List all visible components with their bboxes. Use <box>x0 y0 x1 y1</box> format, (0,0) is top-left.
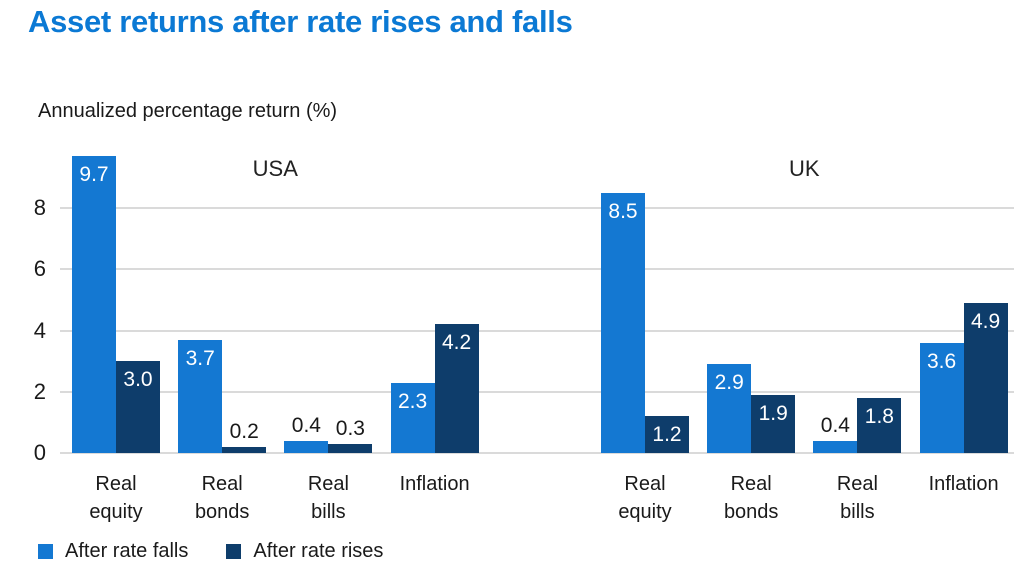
legend-label-after-rate-falls: After rate falls <box>65 540 189 562</box>
bar-value-label: 9.7 <box>79 163 109 186</box>
bar-value-label: 3.0 <box>123 368 153 391</box>
bar-after-rate-falls <box>284 441 329 453</box>
bar-after-rate-falls <box>178 340 223 453</box>
bar-value-label: 4.2 <box>441 331 472 354</box>
category-label-line: Real <box>730 473 772 495</box>
legend-swatch-after-rate-rises-icon <box>226 544 242 559</box>
category-label-line: Real <box>836 473 878 495</box>
y-tick-label: 4 <box>33 318 46 343</box>
panel-title-uk: UK <box>789 156 820 181</box>
bar-after-rate-rises <box>434 324 479 453</box>
legend-item-after-rate-falls: After rate falls <box>38 540 188 563</box>
bar-value-label: 3.7 <box>185 347 215 370</box>
category-label: Real bills <box>273 470 383 526</box>
bar-value-label: 3.6 <box>926 350 957 373</box>
category-label-line: Inflation <box>928 473 999 495</box>
category-label-line: bills <box>311 501 346 523</box>
bar-after-rate-rises <box>328 444 373 453</box>
page-title: Asset returns after rate rises and falls <box>28 4 573 39</box>
category-label-line: bonds <box>194 501 250 523</box>
bar-after-rate-rises <box>857 398 902 453</box>
bar-after-rate-rises <box>222 447 267 453</box>
category-label-line: equity <box>618 501 672 523</box>
y-tick-label: 2 <box>33 379 46 404</box>
legend-item-after-rate-rises: After rate rises <box>226 540 383 563</box>
category-label-line: bills <box>840 501 875 523</box>
bar-after-rate-falls <box>72 156 116 453</box>
bar-value-label: 1.9 <box>758 402 788 425</box>
bar-value-label: 2.3 <box>397 390 428 413</box>
bar-value-label: 8.5 <box>608 200 638 223</box>
axis-unit-label: Annualized percentage return (%) <box>38 100 338 122</box>
bar-value-label: 0.3 <box>335 417 365 440</box>
legend-swatch-after-rate-falls-icon <box>38 544 53 559</box>
bar-after-rate-falls <box>813 441 858 453</box>
bar-after-rate-rises <box>751 395 796 453</box>
gridline <box>60 391 1014 393</box>
y-tick-label: 6 <box>33 256 46 281</box>
bar-after-rate-falls <box>919 343 964 453</box>
category-label: Real bonds <box>696 470 806 526</box>
bar-after-rate-falls <box>601 193 645 453</box>
bar-value-label: 4.9 <box>970 310 1001 333</box>
y-tick-label: 8 <box>33 195 46 220</box>
bar-after-rate-rises <box>645 416 689 453</box>
category-label-line: equity <box>89 501 143 523</box>
category-label: Real bonds <box>167 470 277 526</box>
y-tick-label: 0 <box>33 440 46 465</box>
category-label-line: Real <box>624 473 666 495</box>
category-label: Real bills <box>802 470 912 526</box>
bar-after-rate-falls <box>707 364 752 453</box>
category-label-line: Real <box>201 473 243 495</box>
bar-after-rate-falls <box>390 383 435 453</box>
bar-after-rate-rises <box>963 303 1008 453</box>
legend-label-after-rate-rises: After rate rises <box>253 540 384 562</box>
bar-value-label: 0.4 <box>820 414 850 437</box>
gridline <box>60 268 1014 270</box>
bar-value-label: 2.9 <box>714 371 744 394</box>
category-label-line: bonds <box>723 501 779 523</box>
bar-value-label: 1.2 <box>652 423 682 446</box>
bar-value-label: 0.2 <box>229 420 259 443</box>
category-label: Real equity <box>590 470 700 526</box>
category-label: Inflation <box>380 470 490 498</box>
legend: After rate falls After rate rises <box>38 540 383 563</box>
category-label-line: Inflation <box>399 473 470 495</box>
category-label: Real equity <box>61 470 171 526</box>
bar-after-rate-rises <box>116 361 160 453</box>
bar-value-label: 0.4 <box>291 414 321 437</box>
panel-title-usa: USA <box>252 156 298 181</box>
category-label-line: Real <box>307 473 349 495</box>
gridline <box>60 452 1014 454</box>
bar-value-label: 1.8 <box>864 405 894 428</box>
gridline <box>60 207 1014 209</box>
gridline <box>60 330 1014 332</box>
category-label-line: Real <box>95 473 137 495</box>
category-label: Inflation <box>909 470 1019 498</box>
